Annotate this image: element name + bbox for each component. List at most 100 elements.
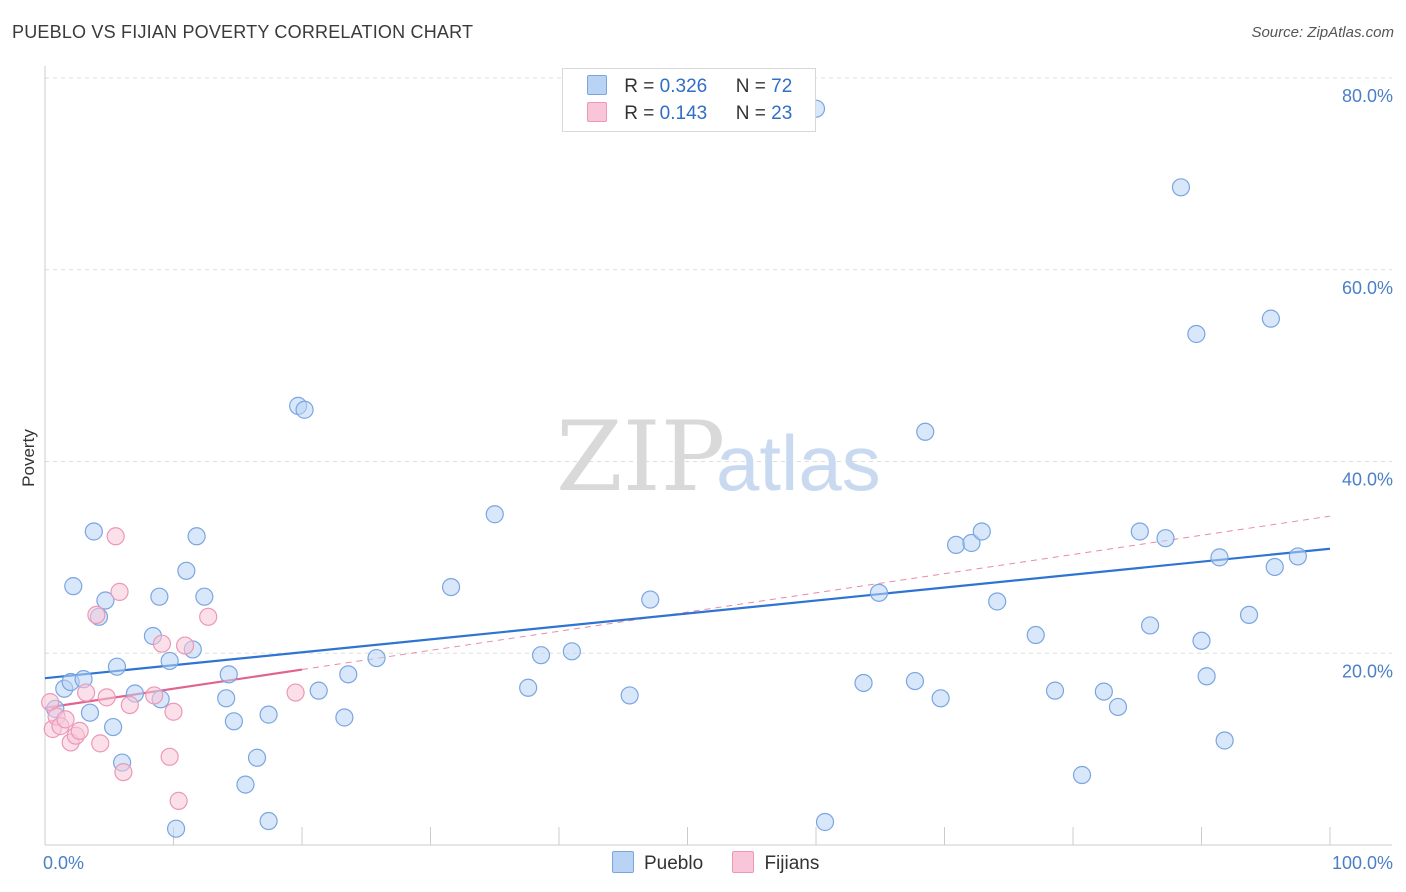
pueblo-point [1215,731,1234,750]
legend-r-value: 0.143 [659,103,708,124]
pueblo-point [1192,631,1211,650]
chart-source: Source: ZipAtlas.com [1251,24,1394,41]
chart-title: PUEBLO VS FIJIAN POVERTY CORRELATION CHA… [12,22,474,42]
pueblo-point [815,812,835,832]
pueblo-point [962,533,981,553]
pueblo-point [219,665,238,684]
pueblo-point [1171,178,1191,197]
fijians-point [199,607,218,626]
pueblo-point [259,705,278,724]
pueblo-point [1045,681,1065,700]
fijians-trend-extension [301,515,1331,671]
pueblo-point [177,561,196,580]
fijians-point [152,634,172,653]
y-tick-label: 20.0% [1342,661,1393,681]
pueblo-point [150,587,169,606]
y-tick-label: 40.0% [1342,470,1393,490]
pueblo-point [339,665,358,684]
legend-r-label: R = [624,76,655,97]
pueblo-point [217,689,236,708]
label-layer: Poverty 20.0% 40.0% 60.0% 80.0% 0.0% 100.0% [19,86,1393,873]
series-legend: Pueblo Fijians [612,851,843,875]
axis-layer [44,66,1392,846]
legend-item-fijians[interactable]: Fijians [732,851,819,875]
pueblo-point [259,811,278,831]
pueblo-point [1239,605,1259,625]
pueblo-point [1265,557,1284,577]
watermark-zip: ZIP [556,401,725,513]
pueblo-point [854,673,873,693]
fijians-point [286,683,305,702]
pueblo-point [519,678,538,697]
pueblo-point [1094,682,1113,701]
pueblo-point [1026,625,1045,645]
fijians-point [160,747,179,766]
y-tick-label: 60.0% [1342,278,1393,298]
legend-r-value: 0.326 [659,76,708,97]
fijians-point [169,791,188,810]
watermark: ZIP atlas [556,401,881,513]
pueblo-point [441,577,461,597]
pueblo-point [195,587,214,606]
fijians-trend-line [44,668,303,709]
pueblo-point [1156,529,1175,548]
pueblo-point [160,651,179,671]
fijians-point [114,763,133,782]
pueblo-point [562,642,581,661]
pueblo-point [1261,309,1280,328]
pueblo-point [972,522,991,541]
pueblo-point [916,422,935,441]
pueblo-point [1187,324,1206,344]
legend-n-value: 23 [771,103,793,124]
pueblo-point [295,400,314,419]
pueblo-point [309,681,328,700]
fijians-point [145,686,164,705]
pueblo-point [1130,522,1149,541]
x-tick-label: 100.0% [1332,853,1393,873]
pueblo-point [620,686,639,705]
fijians-point [77,683,96,702]
pueblo-point [869,583,889,602]
pueblo-point [1197,667,1216,686]
pueblo-point [988,592,1007,611]
pueblo-point [247,748,267,767]
pueblo-point [335,708,354,727]
x-tick-label: 0.0% [43,853,84,873]
fijians-point [110,582,129,601]
pueblo-point [1108,697,1128,717]
point-layer [41,99,1307,838]
pueblo-point [107,657,127,676]
pueblo-point [224,712,243,731]
fijians-swatch [587,102,607,122]
pueblo-point [84,522,103,541]
pueblo-legend-swatch [612,851,634,873]
pueblo-legend-label: Pueblo [644,853,704,874]
pueblo-point [166,819,186,838]
pueblo-point [1140,616,1160,635]
legend-item-pueblo[interactable]: Pueblo [612,851,703,875]
pueblo-swatch [587,75,607,95]
pueblo-point [96,591,115,610]
fijians-point [70,721,89,741]
legend-row-pueblo: R = 0.326 N = 72 [587,75,792,99]
trend-layer [44,515,1331,709]
fijians-point [56,710,75,729]
fijians-point [106,527,125,546]
pueblo-point [531,646,551,665]
fijians-point [164,702,183,721]
pueblo-point [946,535,966,555]
legend-n-value: 72 [771,76,793,97]
stats-legend: R = 0.326 N = 72 R = 0.143 N = 23 [562,68,816,132]
pueblo-point [931,689,950,708]
fijians-point [87,605,106,625]
pueblo-point [64,577,83,596]
fijians-point [91,734,110,753]
pueblo-point [905,671,925,691]
fijians-point [120,695,139,715]
grid-layer [45,77,1392,654]
legend-n-label: N = [735,103,766,124]
pueblo-point [485,505,504,524]
pueblo-point [1288,547,1307,566]
pueblo-point [1072,765,1092,785]
pueblo-point [1210,548,1229,567]
